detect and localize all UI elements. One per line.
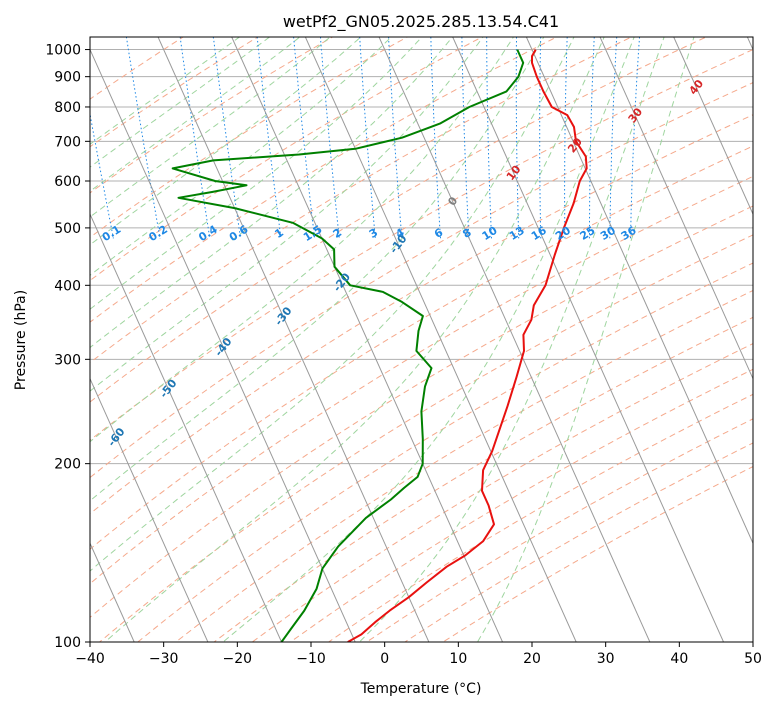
axis-ticks: −40 −30 −20 −10 0 10 20 30 40 50 1000 900 800 700 600 5… [45,43,762,667]
y-tick-label: 300 [54,352,81,368]
isotherm-lines [90,37,753,642]
y-axis-label: Pressure (hPa) [13,290,29,390]
moist-adiabat-line [90,37,301,192]
x-tick-label: −10 [296,651,326,667]
mixing-ratio-line [293,37,316,239]
temperature-profile-line [347,49,588,642]
x-tick-label: 10 [449,651,467,667]
dry-adiabat-line [90,37,484,282]
dry-adiabat-line [252,343,753,642]
x-tick-label: 0 [380,651,389,667]
y-tick-label: 200 [54,457,81,473]
y-tick-label: 900 [54,70,81,86]
isotherm-line [90,212,282,642]
dry-adiabat-line [90,37,558,323]
dry-adiabat-line [90,37,409,238]
mixing-ratio-lines [90,37,641,239]
dry-adiabat-line [90,145,753,550]
moist-adiabat-line [222,37,635,642]
x-tick-label: 30 [597,651,615,667]
y-tick-label: 500 [54,221,81,237]
dewpoint-profile-line [171,49,525,642]
chart-title: wetPf2_GN05.2025.285.13.54.C41 [283,12,559,32]
dry-adiabat-line [90,114,753,515]
mixing-ratio-line [588,37,595,239]
moist-adiabat-line [90,37,241,145]
dry-adiabat-line [90,37,259,148]
dry-adiabat-line [137,262,753,642]
moist-adiabat-line [90,37,454,349]
dry-adiabat-line [99,234,753,642]
mixing-ratio-line [179,37,211,239]
x-axis-label: Temperature (°C) [360,681,482,697]
moist-adiabat-line [90,37,423,310]
mixing-ratio-line [388,37,403,239]
moist-adiabat-line [90,37,271,168]
isotherm-line [90,377,209,642]
dry-adiabat-line [90,49,753,441]
sounding-profiles [171,49,588,642]
mixing-ratio-line [515,37,520,239]
moist-adiabat-line [90,37,484,392]
dry-adiabat-line [90,37,633,364]
y-tick-label: 600 [54,174,81,190]
isotherm-line [231,37,503,642]
mixing-ratio-line [125,37,161,239]
plot-area: 0.10.20.40.611.52346810131620253036-100-… [90,37,753,642]
moist-adiabat-line [90,37,362,246]
moist-adiabats [90,37,695,642]
x-tick-label: 50 [744,651,762,667]
isotherm-line [673,37,753,216]
x-tick-label: 20 [523,651,541,667]
mixing-ratio-line [539,37,542,239]
mixing-ratio-line [630,37,641,239]
y-tick-label: 400 [54,278,81,294]
isotherm-line [304,37,577,642]
isotherm-line [452,37,724,642]
mixing-ratio-line [256,37,282,239]
y-tick-label: 800 [54,100,81,116]
moist-adiabat-line [90,37,331,218]
moist-adiabat-line [90,37,392,276]
mixing-ratio-line [609,37,618,239]
plot-frame [89,36,754,643]
dry-adiabat-line [90,37,334,194]
isotherm-line [157,37,430,642]
x-tick-label: −30 [149,651,179,667]
dry-adiabat-line [90,37,708,403]
y-tick-label: 700 [54,134,81,150]
y-tick-label: 100 [54,635,81,651]
moist-adiabat-line [90,37,515,443]
x-tick-label: 40 [670,651,688,667]
mixing-ratio-line [359,37,376,239]
isotherm-line [525,37,753,545]
moist-adiabat-line [477,37,695,642]
moist-adiabat-line [359,37,665,642]
moist-adiabat-line [90,37,575,572]
isotherm-line [90,48,356,642]
y-tick-label: 1000 [45,43,81,59]
x-tick-label: −40 [75,651,105,667]
x-tick-label: −20 [223,651,253,667]
mixing-ratio-line [430,37,441,239]
mixing-ratio-line [486,37,492,239]
isotherm-line [599,37,753,380]
isotherm-line [378,37,651,642]
moist-adiabat-line [104,37,605,642]
mixing-ratio-line [564,37,568,239]
moist-adiabat-line [90,37,545,502]
